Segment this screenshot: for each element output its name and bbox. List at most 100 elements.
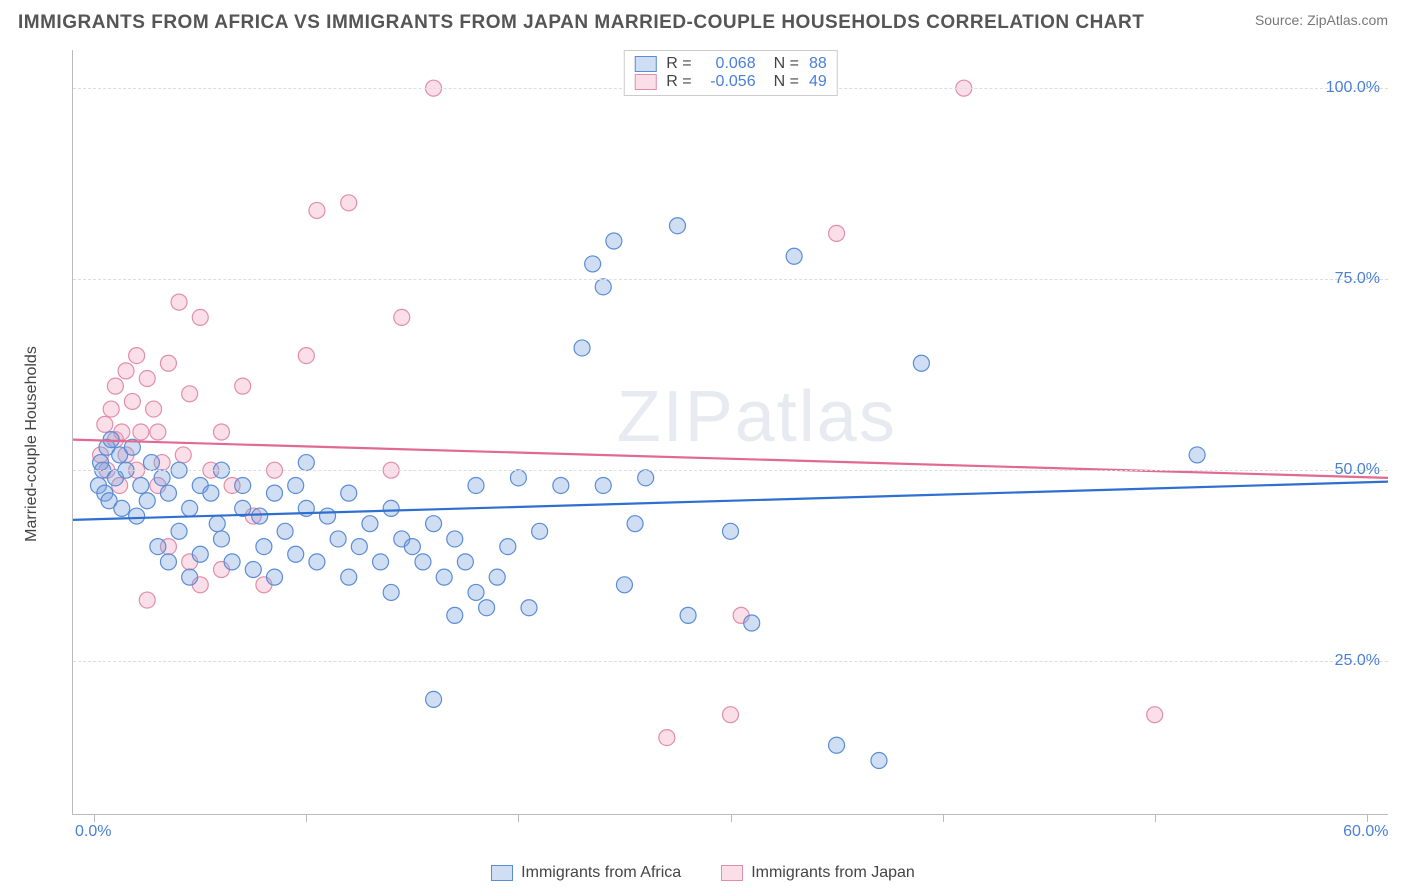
data-point (192, 309, 208, 325)
legend-n-label: N = (774, 55, 799, 73)
data-point (139, 592, 155, 608)
data-point (150, 539, 166, 555)
data-point (139, 493, 155, 509)
data-point (723, 523, 739, 539)
legend-n-label: N = (774, 73, 799, 91)
data-point (288, 546, 304, 562)
data-point (585, 256, 601, 272)
data-point (1189, 447, 1205, 463)
legend-swatch (721, 865, 743, 881)
data-point (160, 355, 176, 371)
data-point (871, 753, 887, 769)
legend-correlation-row: R =-0.056N =49 (634, 73, 826, 91)
data-point (309, 554, 325, 570)
x-tick (518, 814, 519, 822)
data-point (118, 363, 134, 379)
data-point (829, 225, 845, 241)
y-axis-label: Married-couple Households (23, 346, 41, 542)
legend-r-label: R = (666, 73, 691, 91)
data-point (457, 554, 473, 570)
data-point (436, 569, 452, 585)
data-point (97, 416, 113, 432)
data-point (341, 485, 357, 501)
data-point (107, 378, 123, 394)
data-point (133, 424, 149, 440)
y-tick-label: 25.0% (1335, 652, 1380, 670)
data-point (341, 195, 357, 211)
data-point (182, 386, 198, 402)
data-point (404, 539, 420, 555)
data-point (266, 485, 282, 501)
data-point (175, 447, 191, 463)
data-point (383, 584, 399, 600)
x-tick (1367, 814, 1368, 822)
source-attribution: Source: ZipAtlas.com (1255, 12, 1388, 28)
source-name: ZipAtlas.com (1307, 12, 1388, 28)
legend-swatch (634, 74, 656, 90)
legend-n-value: 88 (809, 55, 827, 73)
chart-title: IMMIGRANTS FROM AFRICA VS IMMIGRANTS FRO… (18, 12, 1144, 34)
data-point (351, 539, 367, 555)
data-point (341, 569, 357, 585)
data-point (213, 424, 229, 440)
data-point (659, 730, 675, 746)
data-point (320, 508, 336, 524)
data-point (426, 516, 442, 532)
data-point (139, 371, 155, 387)
data-point (209, 516, 225, 532)
data-point (154, 470, 170, 486)
data-point (330, 531, 346, 547)
x-tick (731, 814, 732, 822)
chart-container: IMMIGRANTS FROM AFRICA VS IMMIGRANTS FRO… (0, 0, 1406, 892)
data-point (489, 569, 505, 585)
data-point (521, 600, 537, 616)
data-point (129, 508, 145, 524)
x-tick (94, 814, 95, 822)
data-point (415, 554, 431, 570)
data-point (447, 531, 463, 547)
data-point (680, 607, 696, 623)
data-point (124, 393, 140, 409)
data-point (606, 233, 622, 249)
plot-wrap: Married-couple Households ZIPatlas R =0.… (50, 50, 1388, 837)
data-point (362, 516, 378, 532)
x-tick (943, 814, 944, 822)
data-point (298, 455, 314, 471)
data-point (373, 554, 389, 570)
y-tick-label: 75.0% (1335, 270, 1380, 288)
data-point (638, 470, 654, 486)
y-tick-label: 50.0% (1335, 461, 1380, 479)
x-tick-label: 60.0% (1343, 823, 1388, 841)
data-point (723, 707, 739, 723)
data-point (394, 309, 410, 325)
data-point (252, 508, 268, 524)
plot-area: ZIPatlas R =0.068N =88R =-0.056N =49 25.… (72, 50, 1388, 815)
data-point (245, 562, 261, 578)
x-tick-label: 0.0% (75, 823, 111, 841)
x-tick (306, 814, 307, 822)
data-point (203, 485, 219, 501)
data-point (143, 455, 159, 471)
data-point (553, 477, 569, 493)
data-point (426, 691, 442, 707)
data-point (114, 500, 130, 516)
data-point (532, 523, 548, 539)
legend-series-item: Immigrants from Africa (491, 864, 681, 882)
legend-r-value: -0.056 (702, 73, 756, 91)
data-point (786, 248, 802, 264)
data-point (627, 516, 643, 532)
data-point (829, 737, 845, 753)
data-point (133, 477, 149, 493)
data-point (288, 477, 304, 493)
data-point (468, 477, 484, 493)
x-tick (1155, 814, 1156, 822)
data-point (669, 218, 685, 234)
data-point (383, 500, 399, 516)
data-point (103, 401, 119, 417)
data-point (616, 577, 632, 593)
gridline (73, 470, 1388, 471)
data-point (1147, 707, 1163, 723)
data-point (266, 569, 282, 585)
gridline (73, 661, 1388, 662)
data-point (574, 340, 590, 356)
